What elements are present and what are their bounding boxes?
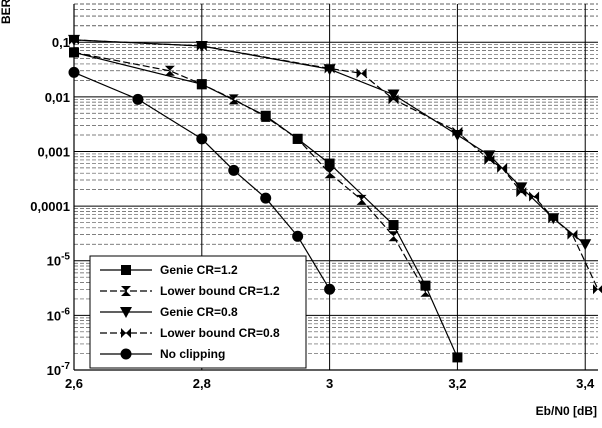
legend-label: Genie CR=1.2 (160, 263, 238, 277)
bowtie-marker (529, 191, 540, 202)
x-tick-label: 2,6 (65, 376, 83, 391)
y-axis-title: BER (0, 0, 13, 24)
series-line (73, 51, 427, 293)
y-tick-label: 10-6 (47, 306, 71, 323)
series-layer (68, 34, 602, 363)
circle-marker (260, 192, 272, 204)
bowtie-marker (497, 162, 508, 173)
bowtie-marker (593, 284, 602, 295)
bowtie-marker (196, 41, 207, 52)
bowtie-marker (516, 187, 527, 198)
hourglass-marker (228, 94, 239, 105)
series-2 (69, 47, 431, 297)
square-marker (452, 352, 463, 363)
hourglass-marker (420, 286, 431, 297)
legend-label: Lower bound CR=0.8 (160, 326, 280, 340)
x-tick-label: 2,8 (193, 376, 211, 391)
axes (73, 4, 598, 371)
y-tick-label: 0,1 (52, 35, 70, 50)
circle-marker (228, 164, 240, 176)
legend-label: No clipping (160, 347, 225, 361)
hourglass-marker (356, 194, 367, 205)
y-tick-label: 10-7 (47, 361, 71, 378)
circle-marker (324, 283, 336, 295)
x-tick-label: 3 (326, 376, 333, 391)
square-marker (388, 220, 399, 231)
hourglass-marker (196, 79, 207, 90)
circle-marker (292, 230, 304, 242)
hourglass-marker (260, 111, 271, 122)
x-tick-label: 3,2 (448, 376, 466, 391)
hourglass-marker (324, 168, 335, 179)
hourglass-marker (121, 286, 131, 296)
y-tick-label: 0,01 (45, 90, 70, 105)
y-tick-label: 0,0001 (30, 199, 70, 214)
circle-marker (132, 93, 144, 105)
hourglass-marker (164, 65, 175, 76)
legend-label: Lower bound CR=1.2 (160, 284, 280, 298)
bowtie-marker (388, 94, 399, 105)
bowtie-marker (121, 328, 131, 338)
hourglass-marker (292, 133, 303, 144)
y-tick-label: 0,001 (37, 144, 70, 159)
triangle-down-marker (579, 239, 592, 251)
tick-labels: 2,6 2,8 3 3,2 3,4 10-7 10-6 10-5 0,0001 0,001 0,01… (30, 35, 595, 391)
bowtie-marker (452, 126, 463, 137)
hourglass-marker (69, 47, 79, 58)
y-tick-label: 10-5 (47, 252, 71, 269)
x-axis-title: Eb/N0 [dB] (536, 404, 597, 418)
triangle-down-marker (483, 150, 496, 162)
bowtie-marker (484, 154, 495, 165)
square-marker (121, 265, 131, 275)
triangle-down-marker (515, 182, 528, 194)
bowtie-marker (356, 68, 367, 79)
series-line (73, 39, 599, 290)
hourglass-marker (388, 231, 399, 242)
square-marker (324, 158, 335, 169)
series-4 (69, 34, 602, 295)
x-tick-label: 3,4 (576, 376, 595, 391)
circle-marker (68, 66, 80, 78)
bowtie-marker (69, 34, 79, 45)
triangle-down-marker (120, 307, 132, 318)
legend-label: Genie CR=0.8 (160, 305, 238, 319)
legend: Genie CR=1.2 Lower bound CR=1.2 Genie CR=0… (89, 255, 307, 369)
series-5 (68, 66, 336, 295)
circle-marker (196, 133, 208, 145)
triangle-down-marker (387, 89, 400, 101)
bowtie-marker (567, 229, 578, 240)
circle-marker (120, 348, 132, 360)
square-marker (420, 280, 431, 291)
bowtie-marker (548, 213, 559, 224)
bowtie-marker (324, 63, 335, 74)
